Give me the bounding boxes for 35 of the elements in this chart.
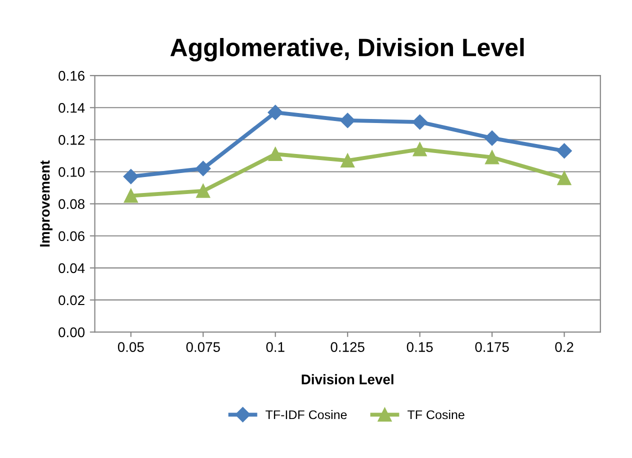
point xyxy=(123,168,138,184)
y-tick-label: 0.10 xyxy=(58,167,85,177)
point xyxy=(196,184,210,198)
x-tick-label: 0.075 xyxy=(186,342,220,352)
y-tick-label: 0.08 xyxy=(58,199,84,209)
y-axis-title: Improvement xyxy=(40,160,52,246)
x-axis-title: Division Level xyxy=(302,374,394,384)
point xyxy=(556,143,572,158)
legend-label: TF-IDF Cosine xyxy=(266,410,347,420)
point xyxy=(268,104,283,120)
y-tick-label: 0.06 xyxy=(58,231,84,242)
y-tick-label: 0.12 xyxy=(58,135,84,145)
point xyxy=(124,188,138,203)
y-tick-label: 0.14 xyxy=(58,102,85,113)
x-tick-label: 0.1 xyxy=(266,342,284,352)
point xyxy=(412,142,427,156)
x-tick-label: 0.15 xyxy=(406,342,433,352)
chart-title: Agglomerative, Division Level xyxy=(170,38,524,62)
x-tick-label: 0.175 xyxy=(475,342,509,352)
point xyxy=(557,171,572,186)
x-tick-label: 0.2 xyxy=(555,342,574,352)
point xyxy=(196,160,211,176)
y-tick-label: 0.02 xyxy=(58,295,84,306)
y-tick-label: 0.16 xyxy=(58,70,84,81)
legend-label: TF Cosine xyxy=(408,410,464,420)
point xyxy=(485,150,499,164)
x-tick-label: 0.125 xyxy=(330,342,364,352)
point xyxy=(484,130,500,146)
point xyxy=(268,147,282,162)
point xyxy=(340,112,356,128)
point xyxy=(340,154,355,168)
y-tick-label: 0.00 xyxy=(58,327,85,338)
x-tick-label: 0.05 xyxy=(118,342,144,352)
point xyxy=(412,114,428,130)
y-tick-label: 0.04 xyxy=(58,263,85,274)
